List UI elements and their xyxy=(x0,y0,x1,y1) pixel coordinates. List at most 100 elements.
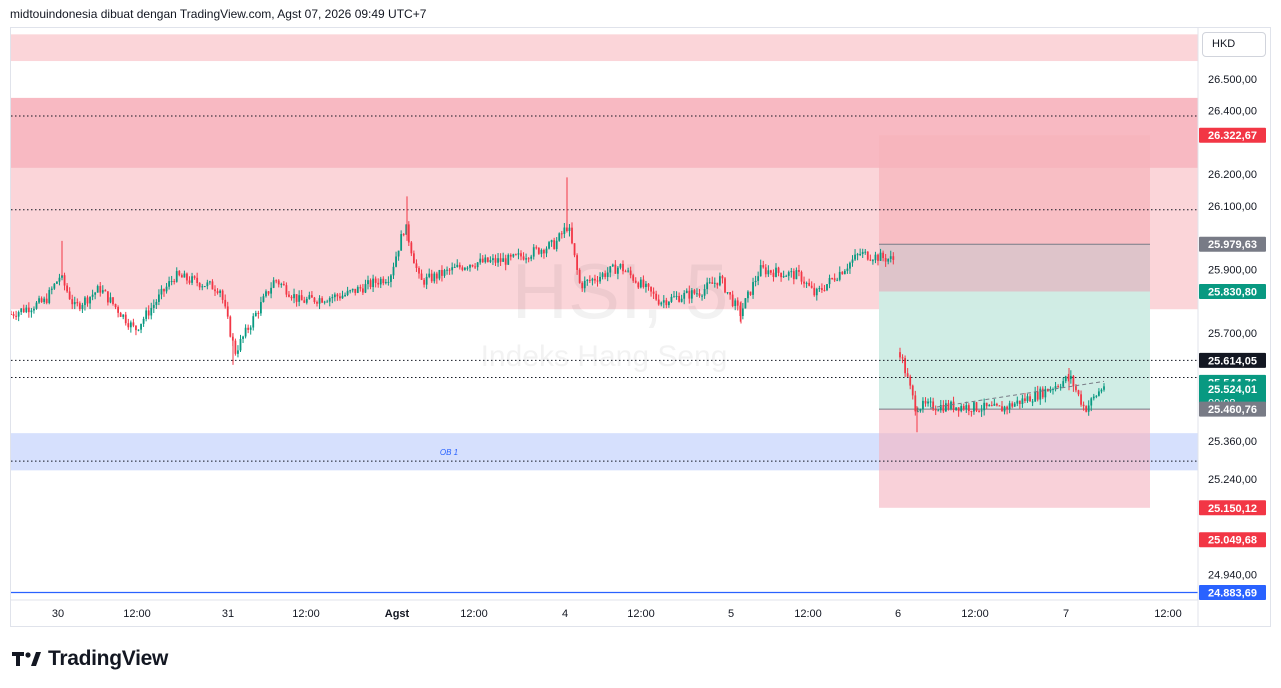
currency-button[interactable]: HKD xyxy=(1202,32,1266,57)
candle-body xyxy=(581,282,584,289)
candle-body xyxy=(346,290,349,295)
candle-body xyxy=(109,297,112,303)
candle-body xyxy=(872,260,874,262)
candle-body xyxy=(520,253,522,257)
candle-body xyxy=(277,280,280,285)
candle-body xyxy=(721,276,724,279)
candle-body xyxy=(1067,376,1070,380)
candle-body xyxy=(318,298,321,304)
candle-body xyxy=(578,269,581,283)
candle-body xyxy=(410,242,413,254)
candle-body xyxy=(464,267,466,270)
candle-body xyxy=(586,279,589,281)
candle-body xyxy=(826,284,828,291)
candle-body xyxy=(392,266,395,276)
candle-body xyxy=(1008,403,1011,410)
candle-body xyxy=(970,411,973,413)
candle-body xyxy=(173,280,176,282)
candle-body xyxy=(282,283,285,286)
candle-body xyxy=(614,264,617,274)
y-tick-label: 25.700,00 xyxy=(1208,328,1257,340)
x-tick-label: 12:00 xyxy=(794,608,822,620)
candle-body xyxy=(377,282,380,285)
candle-body xyxy=(813,287,816,296)
candle-body xyxy=(899,352,901,358)
candle-body xyxy=(1024,398,1026,401)
price-label-red[interactable] xyxy=(1199,532,1266,548)
tradingview-logo[interactable]: TradingView xyxy=(12,647,168,671)
candle-body xyxy=(369,280,372,288)
candle-body xyxy=(104,290,107,292)
candle-body xyxy=(660,302,663,305)
candle-body xyxy=(298,295,301,302)
supply-zone-0[interactable] xyxy=(11,34,1198,62)
candle-body xyxy=(952,401,955,410)
candle-body xyxy=(803,281,805,284)
candle-body xyxy=(680,298,683,302)
candle-body xyxy=(20,308,23,313)
candle-body xyxy=(362,288,364,293)
x-tick-label: 5 xyxy=(728,608,734,620)
price-label-gray[interactable] xyxy=(1199,401,1266,417)
candle-body xyxy=(509,254,512,257)
candle-body xyxy=(280,283,283,285)
price-label-green[interactable] xyxy=(1199,284,1266,300)
candle-body xyxy=(1103,386,1105,390)
candle-body xyxy=(998,405,1001,407)
price-label-black[interactable] xyxy=(1199,352,1266,368)
price-label-red[interactable] xyxy=(1199,500,1266,516)
candle-body xyxy=(430,273,433,282)
candle-body xyxy=(489,260,492,262)
candle-body xyxy=(216,291,219,293)
candle-body xyxy=(904,358,906,374)
candle-body xyxy=(372,278,374,288)
candle-body xyxy=(1018,400,1021,405)
price-label-red[interactable] xyxy=(1199,127,1266,143)
candle-body xyxy=(124,314,127,324)
chart-frame xyxy=(10,27,1271,627)
candle-body xyxy=(849,262,851,269)
candle-body xyxy=(942,404,945,412)
candle-body xyxy=(647,283,650,287)
candle-body xyxy=(107,291,109,303)
candle-body xyxy=(785,275,788,277)
candle-body xyxy=(254,312,257,317)
candle-body xyxy=(1082,404,1085,407)
candle-body xyxy=(17,312,20,317)
candle-body xyxy=(305,298,308,303)
candle-body xyxy=(884,258,887,262)
candle-body xyxy=(588,279,591,281)
candle-body xyxy=(604,273,607,277)
candle-body xyxy=(211,281,214,290)
price-label-gray[interactable] xyxy=(1199,236,1266,252)
candle-body xyxy=(975,402,978,411)
candle-body xyxy=(639,279,642,288)
candle-body xyxy=(379,278,382,285)
candle-body xyxy=(645,283,647,288)
candle-body xyxy=(303,300,306,303)
candle-body xyxy=(808,282,811,286)
candle-body xyxy=(446,269,448,271)
candle-body xyxy=(960,406,963,412)
candle-body xyxy=(257,312,260,314)
candle-body xyxy=(474,266,476,268)
candle-body xyxy=(101,290,104,293)
candle-body xyxy=(916,411,919,413)
candle-body xyxy=(1085,406,1088,412)
candle-body xyxy=(670,296,673,302)
candle-body xyxy=(591,278,594,281)
candle-body xyxy=(957,407,960,412)
candle-body xyxy=(76,302,79,304)
candle-body xyxy=(1049,389,1052,392)
candle-body xyxy=(632,275,635,281)
trend-line[interactable] xyxy=(929,380,1105,409)
candle-body xyxy=(344,294,346,296)
candle-body xyxy=(461,267,464,270)
candle-body xyxy=(40,298,43,303)
y-tick-label: 25.900,00 xyxy=(1208,265,1257,277)
candle-body xyxy=(1072,375,1075,387)
candle-body xyxy=(308,295,311,299)
candle-body xyxy=(823,290,826,292)
price-label-blue[interactable] xyxy=(1199,584,1266,600)
